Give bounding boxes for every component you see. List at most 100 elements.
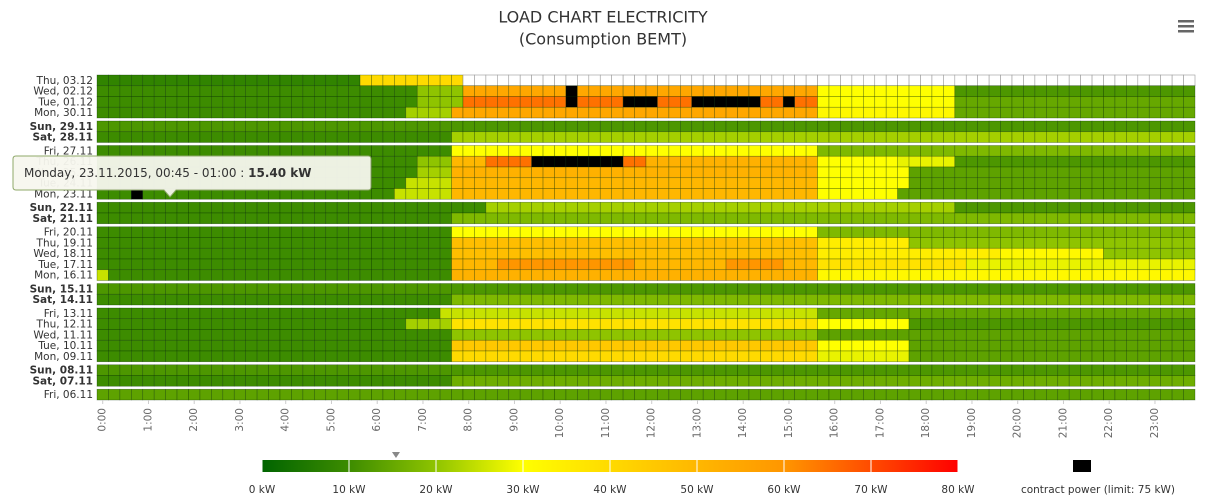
cell — [1046, 329, 1059, 341]
cell — [840, 120, 853, 133]
cell — [1183, 131, 1196, 143]
cell — [291, 74, 304, 87]
cell — [1034, 375, 1047, 387]
cell — [794, 212, 807, 225]
cell — [771, 120, 784, 133]
cell — [1148, 329, 1161, 341]
cell — [908, 120, 921, 133]
cell — [1148, 350, 1161, 363]
cell — [96, 106, 109, 119]
cell — [782, 350, 795, 363]
cell — [359, 201, 372, 214]
row-label: Tue, 01.12 — [37, 96, 93, 108]
cell — [1057, 269, 1070, 281]
cell — [1171, 247, 1184, 260]
cell — [565, 120, 578, 133]
cell — [1160, 166, 1173, 179]
cell — [863, 188, 876, 200]
cell — [1080, 106, 1093, 119]
cell — [1160, 85, 1173, 97]
x-tick-label: 3:00 — [234, 408, 246, 432]
cell — [977, 120, 990, 133]
cell — [931, 226, 944, 238]
cell — [817, 120, 830, 133]
cell — [782, 120, 795, 133]
cell — [451, 293, 464, 306]
empty-cell — [462, 74, 475, 87]
cell — [108, 247, 121, 260]
cell — [96, 247, 109, 260]
cell — [645, 188, 658, 200]
cell — [577, 106, 590, 119]
cell — [131, 318, 144, 330]
cell — [657, 269, 670, 281]
cell — [519, 131, 532, 143]
cell — [977, 307, 990, 320]
cell — [817, 388, 830, 401]
cell — [565, 283, 578, 295]
empty-cell — [1126, 74, 1139, 87]
cell — [199, 226, 212, 238]
cell — [348, 201, 361, 214]
cell — [1091, 329, 1104, 341]
cell — [965, 131, 978, 143]
cell — [1091, 131, 1104, 143]
empty-cell — [1023, 74, 1036, 87]
cell — [851, 329, 864, 341]
row-label: Wed, 18.11 — [33, 248, 93, 260]
cell — [1160, 201, 1173, 214]
cell — [165, 293, 178, 306]
cell — [268, 350, 281, 363]
cell — [691, 375, 704, 387]
cell — [222, 212, 235, 225]
cell — [599, 364, 612, 376]
cell — [691, 155, 704, 168]
cell — [1137, 120, 1150, 133]
cell — [817, 201, 830, 214]
cell — [119, 145, 132, 157]
cell — [1011, 155, 1024, 168]
row-label: Fri, 27.11 — [44, 145, 93, 157]
cell — [382, 201, 395, 214]
cell — [805, 237, 818, 249]
cell — [565, 364, 578, 376]
cell — [565, 318, 578, 330]
cell — [805, 106, 818, 119]
cell — [1148, 145, 1161, 157]
cell — [176, 247, 189, 260]
cell — [1183, 283, 1196, 295]
cell — [1183, 237, 1196, 249]
cell — [519, 237, 532, 249]
cell — [153, 293, 166, 306]
cell — [954, 247, 967, 260]
cell — [497, 329, 510, 341]
cell — [1137, 329, 1150, 341]
cell — [588, 269, 601, 281]
cell — [108, 283, 121, 295]
cell — [1160, 307, 1173, 320]
cell — [565, 350, 578, 363]
cell — [645, 283, 658, 295]
cell — [131, 212, 144, 225]
cell — [714, 85, 727, 97]
cell — [108, 388, 121, 401]
color-tick-label: 50 kW — [680, 484, 714, 496]
cell — [96, 350, 109, 363]
cell — [977, 293, 990, 306]
cell — [1068, 106, 1081, 119]
cell — [760, 329, 773, 341]
cell — [199, 350, 212, 363]
menu-button[interactable] — [1176, 18, 1196, 34]
cell — [554, 106, 567, 119]
cell — [142, 106, 155, 119]
cell — [394, 166, 407, 179]
cell — [805, 339, 818, 352]
cell — [748, 329, 761, 341]
cell — [1171, 226, 1184, 238]
cell — [153, 375, 166, 387]
cell — [1171, 237, 1184, 249]
cell — [1034, 269, 1047, 281]
cell — [119, 350, 132, 363]
cell — [1011, 188, 1024, 200]
cell — [1171, 258, 1184, 271]
